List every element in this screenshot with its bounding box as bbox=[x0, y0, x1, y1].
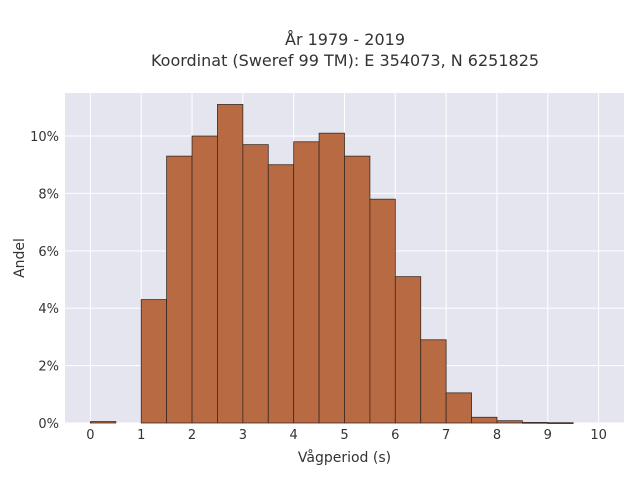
x-tick-label: 6 bbox=[391, 428, 399, 443]
y-axis-label: Andel bbox=[12, 238, 28, 278]
x-tick-label: 1 bbox=[137, 428, 145, 443]
y-tick-label: 8% bbox=[38, 187, 59, 202]
y-tick-label: 2% bbox=[38, 360, 59, 375]
histogram-bar bbox=[90, 421, 117, 424]
x-tick-label: 0 bbox=[86, 428, 94, 443]
chart-title-line-1: År 1979 - 2019 bbox=[285, 30, 405, 49]
x-axis-ticks: 0 1 2 3 4 5 6 7 8 9 10 bbox=[86, 428, 607, 443]
histogram-bar bbox=[140, 299, 168, 424]
x-tick-label: 7 bbox=[442, 428, 450, 443]
histogram-bar bbox=[445, 392, 472, 424]
x-tick-label: 3 bbox=[239, 428, 247, 443]
x-tick-label: 4 bbox=[290, 428, 298, 443]
x-tick-label: 10 bbox=[590, 428, 607, 443]
histogram-bar bbox=[420, 339, 447, 424]
histogram-bar bbox=[547, 422, 574, 424]
histogram-bar bbox=[242, 144, 269, 424]
histogram-bar bbox=[191, 135, 218, 424]
x-axis-label: Vågperiod (s) bbox=[298, 449, 391, 466]
histogram-bar bbox=[293, 141, 320, 424]
histogram-bar bbox=[521, 422, 549, 424]
histogram-bar bbox=[217, 104, 244, 424]
histogram-bar bbox=[369, 198, 396, 424]
histogram-bar bbox=[318, 132, 345, 424]
x-tick-label: 2 bbox=[188, 428, 196, 443]
histogram-bar bbox=[471, 416, 498, 424]
x-tick-label: 9 bbox=[544, 428, 552, 443]
chart-title-line-2: Koordinat (Sweref 99 TM): E 354073, N 62… bbox=[151, 51, 539, 70]
x-tick-label: 5 bbox=[340, 428, 348, 443]
x-tick-label: 8 bbox=[493, 428, 501, 443]
y-tick-label: 10% bbox=[30, 130, 59, 145]
y-axis-ticks: 0% 2% 4% 6% 8% 10% bbox=[30, 130, 59, 432]
histogram-bar bbox=[394, 276, 422, 424]
y-tick-label: 0% bbox=[38, 417, 59, 432]
histogram-bar bbox=[496, 420, 523, 424]
y-tick-label: 4% bbox=[38, 302, 59, 317]
histogram-bar bbox=[344, 155, 371, 424]
histogram-bar bbox=[267, 164, 295, 424]
bars bbox=[90, 104, 574, 424]
y-tick-label: 6% bbox=[38, 245, 59, 260]
histogram-bar bbox=[166, 155, 193, 424]
